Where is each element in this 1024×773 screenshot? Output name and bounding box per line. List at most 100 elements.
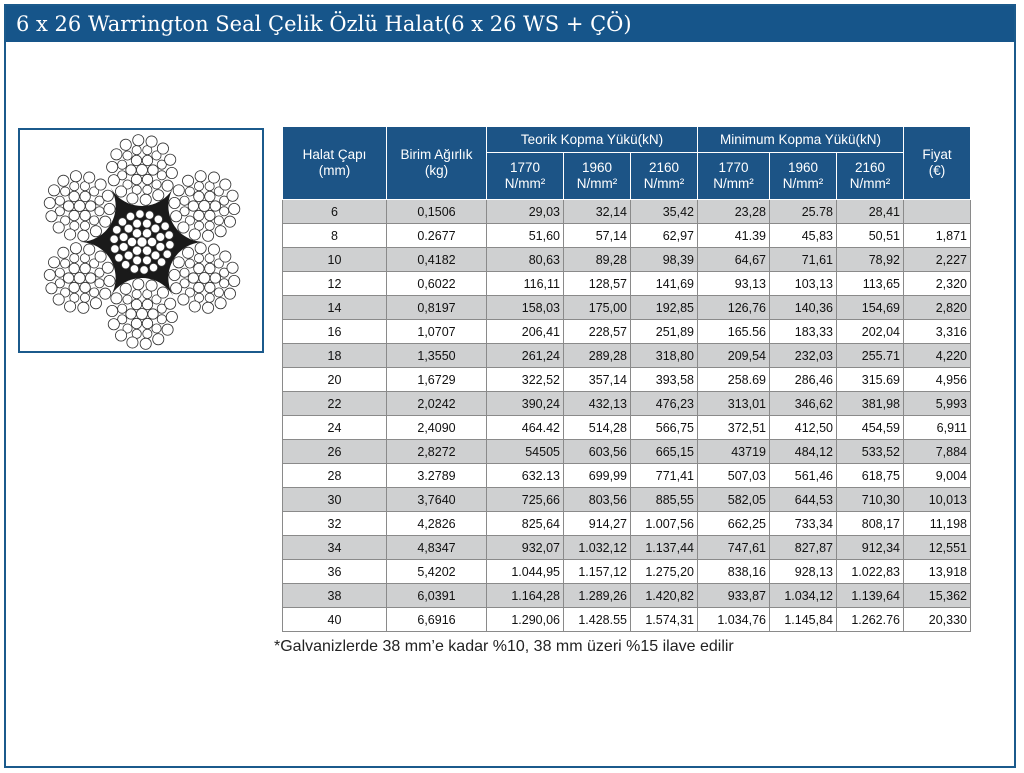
table-row: 30 3,7640 725,66 803,56 885,55 582,05 644,53 71…: [282, 487, 971, 512]
table-cell: 89,28: [563, 247, 631, 272]
table-cell: 50,51: [836, 223, 904, 248]
table-cell: 747,61: [697, 535, 770, 560]
table-cell: 128,57: [563, 271, 631, 296]
table-cell: 6,6916: [386, 607, 487, 632]
table-cell: 255.71: [836, 343, 904, 368]
table-cell: 29,03: [486, 199, 564, 224]
table-cell: 20,330: [903, 607, 971, 632]
table-row: 20 1,6729 322,52 357,14 393,58 258.69 286,46 31…: [282, 367, 971, 392]
table-cell: 24: [282, 415, 387, 440]
table-cell: 1.137,44: [630, 535, 698, 560]
table-cell: 3,7640: [386, 487, 487, 512]
table-cell: 0,6022: [386, 271, 487, 296]
header-sub: 1960 N/mm²: [769, 152, 837, 200]
table-row: 36 5,4202 1.044,95 1.157,12 1.275,20 838,16 92…: [282, 559, 971, 584]
table-cell: 1.290,06: [486, 607, 564, 632]
table-row: 22 2,0242 390,24 432,13 476,23 313,01 346,62 38…: [282, 391, 971, 416]
table-cell: 710,30: [836, 487, 904, 512]
table-cell: 1.262.76: [836, 607, 904, 632]
table-cell: 202,04: [836, 319, 904, 344]
table-cell: 10,013: [903, 487, 971, 512]
table-cell: 165.56: [697, 319, 770, 344]
table-cell: 141,69: [630, 271, 698, 296]
table-cell: 357,14: [563, 367, 631, 392]
table-cell: 644,53: [769, 487, 837, 512]
table-cell: 1.044,95: [486, 559, 564, 584]
table-cell: 346,62: [769, 391, 837, 416]
table-cell: 318,80: [630, 343, 698, 368]
table-cell: 313,01: [697, 391, 770, 416]
table-cell: 6: [282, 199, 387, 224]
table-cell: 116,11: [486, 271, 564, 296]
table-cell: 0,8197: [386, 295, 487, 320]
table-cell: 454,59: [836, 415, 904, 440]
table-cell: 1.145,84: [769, 607, 837, 632]
table-cell: 808,17: [836, 511, 904, 536]
table-cell: 41.39: [697, 223, 770, 248]
table-cell: 1,6729: [386, 367, 487, 392]
table-cell: 1.428.55: [563, 607, 631, 632]
table-cell: 6,911: [903, 415, 971, 440]
table-cell: 251,89: [630, 319, 698, 344]
table-cell: 261,24: [486, 343, 564, 368]
header-sub: 2160 N/mm²: [630, 152, 698, 200]
table-cell: 827,87: [769, 535, 837, 560]
table-cell: 2,820: [903, 295, 971, 320]
table-cell: 71,61: [769, 247, 837, 272]
table-row: 40 6,6916 1.290,06 1.428.55 1.574,31 1.034,76…: [282, 607, 971, 632]
table-cell: 62,97: [630, 223, 698, 248]
title-bar: 6 x 26 Warrington Seal Çelik Özlü Halat(…: [6, 6, 1014, 42]
table-cell: 11,198: [903, 511, 971, 536]
table-cell: 113,65: [836, 271, 904, 296]
header-diameter: Halat Çapı (mm): [282, 126, 387, 200]
table-cell: 35,42: [630, 199, 698, 224]
table-cell: 507,03: [697, 463, 770, 488]
table-cell: 0,1506: [386, 199, 487, 224]
table-cell: 933,87: [697, 583, 770, 608]
table-cell: 803,56: [563, 487, 631, 512]
table-cell: 51,60: [486, 223, 564, 248]
table-cell: 15,362: [903, 583, 971, 608]
table-cell: 126,76: [697, 295, 770, 320]
table-cell: 45,83: [769, 223, 837, 248]
table-cell: 733,34: [769, 511, 837, 536]
table-cell: 103,13: [769, 271, 837, 296]
table-cell: 4,8347: [386, 535, 487, 560]
table-cell: 432,13: [563, 391, 631, 416]
table-cell: 885,55: [630, 487, 698, 512]
table-cell: 5,993: [903, 391, 971, 416]
table-row: 24 2,4090 464.42 514,28 566,75 372,51 412,50 45…: [282, 415, 971, 440]
table-cell: 393,58: [630, 367, 698, 392]
wire-rope-cross-section-icon: [43, 134, 241, 350]
table-cell: 5,4202: [386, 559, 487, 584]
table-cell: 4,220: [903, 343, 971, 368]
header-price: Fiyat (€): [903, 126, 971, 200]
table-cell: 322,52: [486, 367, 564, 392]
header-minimum: Minimum Kopma Yükü(kN): [697, 125, 904, 154]
table-cell: [903, 199, 971, 224]
table-cell: 9,004: [903, 463, 971, 488]
table-cell: 13,918: [903, 559, 971, 584]
table-cell: 14: [282, 295, 387, 320]
table-cell: 381,98: [836, 391, 904, 416]
table-cell: 40: [282, 607, 387, 632]
table-cell: 64,67: [697, 247, 770, 272]
header-sub: 1770 N/mm²: [697, 152, 770, 200]
table-cell: 38: [282, 583, 387, 608]
table-cell: 6,0391: [386, 583, 487, 608]
table-cell: 36: [282, 559, 387, 584]
table-cell: 98,39: [630, 247, 698, 272]
table-cell: 26: [282, 439, 387, 464]
table-cell: 618,75: [836, 463, 904, 488]
table-cell: 464.42: [486, 415, 564, 440]
table-cell: 1.574,31: [630, 607, 698, 632]
table-cell: 12,551: [903, 535, 971, 560]
table-cell: 725,66: [486, 487, 564, 512]
table-cell: 93,13: [697, 271, 770, 296]
table-cell: 18: [282, 343, 387, 368]
table-cell: 1.034,12: [769, 583, 837, 608]
table-cell: 78,92: [836, 247, 904, 272]
header-sub: 1770 N/mm²: [486, 152, 564, 200]
table-cell: 8: [282, 223, 387, 248]
table-cell: 561,46: [769, 463, 837, 488]
